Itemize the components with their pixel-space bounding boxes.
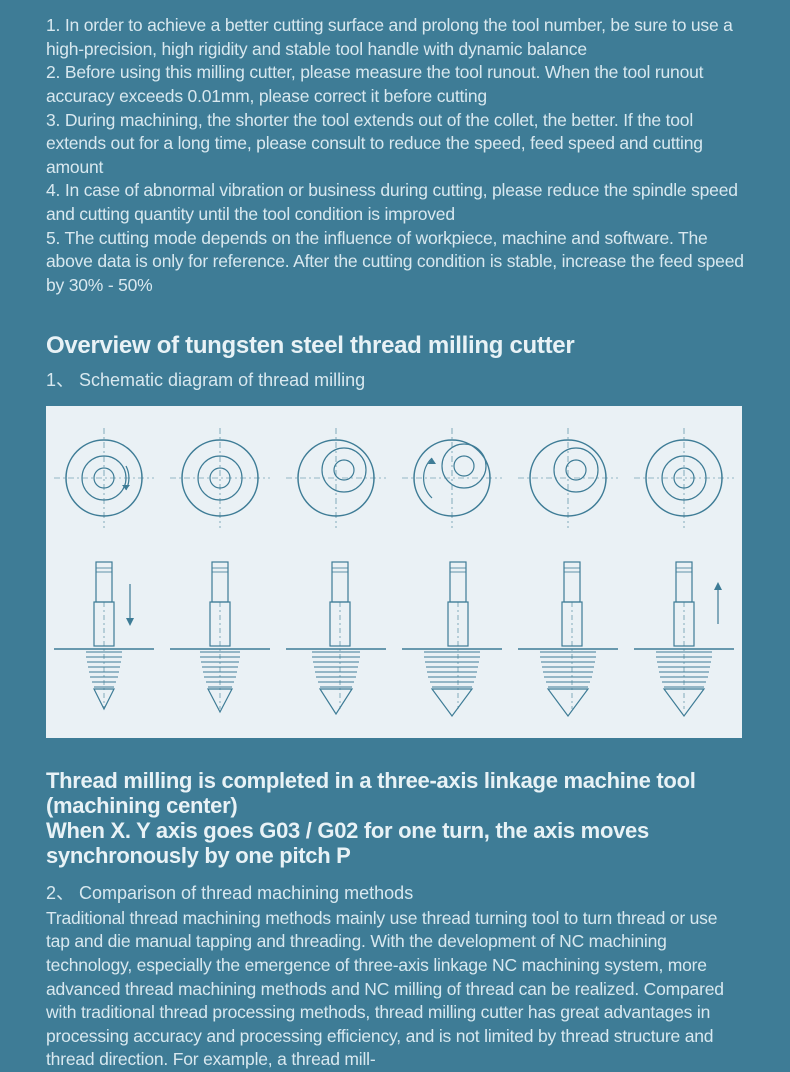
diagram-step-4-tool [402, 554, 502, 724]
schematic-label: 1、 Schematic diagram of thread milling [46, 366, 744, 392]
overview-title: Overview of tungsten steel thread millin… [46, 332, 744, 360]
comparison-paragraph: Traditional thread machining methods mai… [46, 907, 744, 1072]
completion-line-2: When X. Y axis goes G03 / G02 for one tu… [46, 818, 744, 869]
note-5: 5. The cutting mode depends on the influ… [46, 227, 744, 298]
diagram-step-2-top [170, 428, 270, 528]
diagram-step-3-top [286, 428, 386, 528]
usage-notes-block: 1. In order to achieve a better cutting … [46, 14, 744, 298]
diagram-step-2-tool [170, 554, 270, 724]
diagram-step-3-tool [286, 554, 386, 724]
note-1: 1. In order to achieve a better cutting … [46, 14, 744, 61]
comparison-label: 2、 Comparison of thread machining method… [46, 879, 744, 905]
diagram-step-5-tool [518, 554, 618, 724]
diagram-step-6-tool [634, 554, 734, 724]
completion-line-1: Thread milling is completed in a three-a… [46, 768, 744, 819]
diagram-step-4-top [402, 428, 502, 528]
diagram-step-6-top [634, 428, 734, 528]
diagram-step-5-top [518, 428, 618, 528]
note-4: 4. In case of abnormal vibration or busi… [46, 179, 744, 226]
completion-heading: Thread milling is completed in a three-a… [46, 768, 744, 869]
note-2: 2. Before using this milling cutter, ple… [46, 61, 744, 108]
diagram-step-1-tool [54, 554, 154, 724]
thread-milling-diagram [46, 406, 742, 738]
diagram-step-1-top [54, 428, 154, 528]
note-3: 3. During machining, the shorter the too… [46, 109, 744, 180]
